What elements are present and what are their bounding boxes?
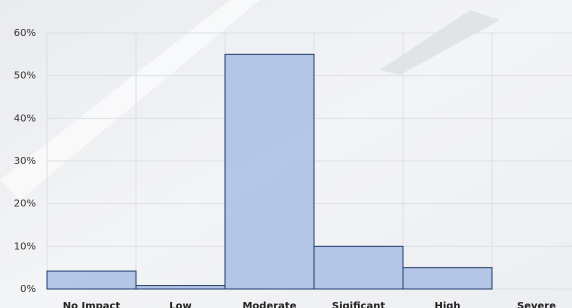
x-tick-label: Low <box>169 301 191 308</box>
y-tick-label: 20% <box>14 199 36 210</box>
y-tick-label: 60% <box>14 28 36 39</box>
y-tick-label: 0% <box>20 284 36 295</box>
x-tick-label: Sigificant <box>332 301 385 308</box>
x-tick-label: Moderate <box>242 301 296 308</box>
y-tick-label: 30% <box>14 156 36 167</box>
x-tick-label: No Impact <box>63 301 121 308</box>
bar <box>136 286 225 289</box>
bar <box>403 268 492 289</box>
bar <box>314 246 403 289</box>
bar <box>225 54 314 289</box>
page: 0% 10% 20% 30% 40% 50% 60% No Impact Low Moderate… <box>0 0 572 308</box>
bar <box>47 271 136 289</box>
x-tick-label: Severe <box>517 301 556 308</box>
x-tick-label: High <box>434 301 460 308</box>
y-tick-label: 40% <box>14 113 36 124</box>
y-tick-label: 50% <box>14 71 36 82</box>
chart: 0% 10% 20% 30% 40% 50% 60% No Impact Low Moderate… <box>0 0 572 308</box>
y-tick-label: 10% <box>14 241 36 252</box>
